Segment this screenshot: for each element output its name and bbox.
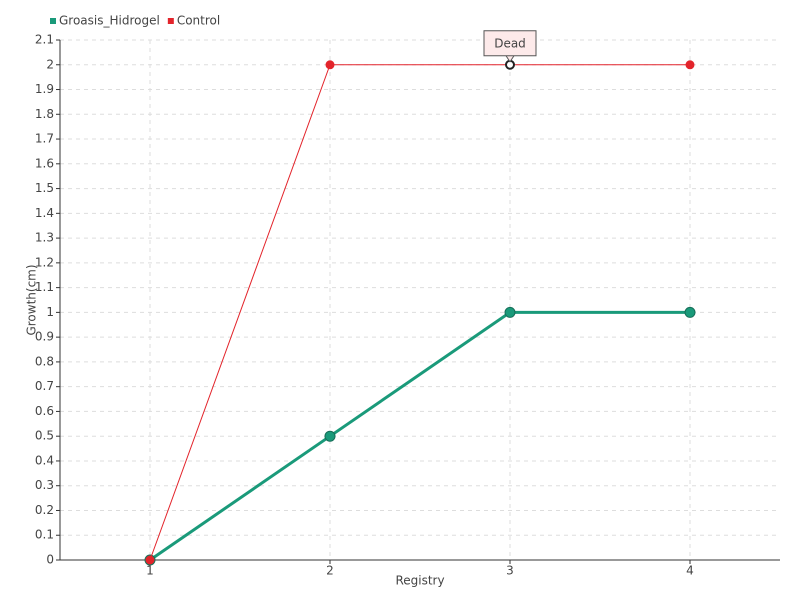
y-tick-label: 1.1: [35, 280, 54, 294]
y-tick-label: 1.8: [35, 107, 54, 121]
y-tick-label: 0.1: [35, 528, 54, 542]
x-tick-label: 3: [506, 564, 514, 578]
y-tick-label: 2.1: [35, 33, 54, 47]
legend-swatch: [167, 18, 174, 24]
series-line: [149, 64, 690, 561]
annotation-pointer: [505, 55, 515, 63]
series-line: [149, 310, 690, 562]
y-tick-label: 1.6: [35, 156, 54, 170]
legend-label: Groasis_Hidrogel: [59, 14, 160, 28]
y-tick-label: 2: [46, 57, 54, 71]
y-tick-label: 0.7: [35, 379, 54, 393]
annotation-box: [483, 30, 537, 57]
y-tick-label: 1.7: [35, 132, 54, 146]
x-axis-title: Registry: [395, 574, 444, 588]
x-tick-label: 1: [146, 564, 154, 578]
y-tick-label: 0.6: [35, 404, 54, 418]
y-tick-label: 1: [46, 305, 54, 319]
y-tick-label: 0.3: [35, 478, 54, 492]
y-tick-label: 0.2: [35, 503, 54, 517]
legend-swatch: [50, 18, 56, 24]
y-axis-title: Growth(cm): [25, 264, 39, 335]
y-tick-label: 0.5: [35, 429, 54, 443]
data-point: [684, 306, 696, 318]
y-tick-label: 1.2: [35, 255, 54, 269]
y-tick-label: 1.5: [35, 181, 54, 195]
legend-label: Control: [177, 14, 220, 28]
y-tick-label: 1.9: [35, 82, 54, 96]
y-tick-label: 1.3: [35, 231, 54, 245]
y-tick-label: 0.8: [35, 354, 54, 368]
x-tick-label: 4: [686, 564, 694, 578]
x-tick-label: 2: [326, 564, 334, 578]
y-tick-label: 0: [46, 553, 54, 567]
data-point: [324, 430, 336, 442]
data-point: [685, 60, 695, 70]
annotation-text: Dead: [494, 36, 526, 50]
y-tick-label: 1.4: [35, 206, 54, 220]
data-point: [325, 60, 335, 70]
y-tick-label: 0.9: [35, 330, 54, 344]
y-tick-label: 0.4: [35, 453, 54, 467]
data-point: [504, 306, 516, 318]
data-point: [145, 555, 155, 565]
